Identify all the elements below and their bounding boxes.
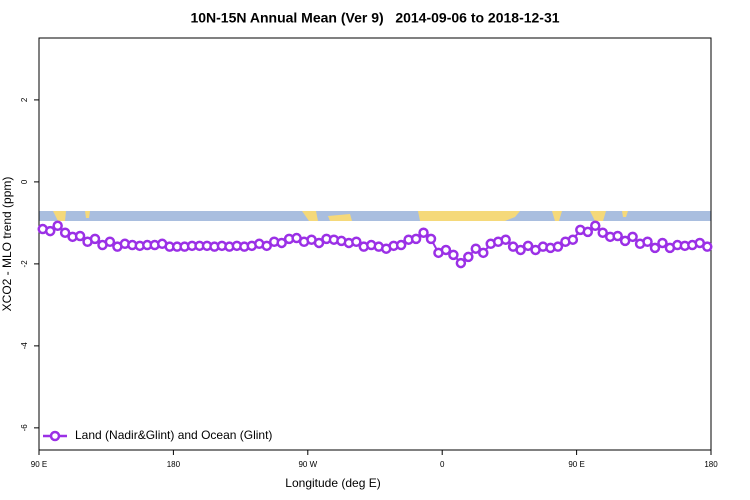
point	[627, 231, 638, 243]
y-tick-label: -6	[20, 424, 29, 432]
x-tick-label: 90 E	[31, 460, 47, 469]
x-tick-label: 0	[440, 460, 445, 469]
point	[395, 239, 407, 251]
point	[410, 233, 422, 245]
point	[619, 235, 631, 247]
x-axis-label: Longitude (deg E)	[285, 476, 380, 490]
y-tick-label: -4	[20, 342, 29, 350]
chart-title: 10N-15N Annual Mean (Ver 9) 2014-09-06 t…	[190, 10, 559, 26]
point	[52, 220, 63, 232]
legend-label: Land (Nadir&Glint) and Ocean (Glint)	[75, 428, 272, 442]
x-tick-label: 180	[704, 460, 718, 469]
point	[351, 236, 362, 247]
y-tick-label: 2	[20, 97, 29, 102]
point	[470, 243, 482, 254]
point	[612, 230, 623, 242]
point	[261, 240, 272, 252]
legend-marker	[49, 430, 61, 442]
y-tick-label: -2	[20, 260, 29, 268]
point	[478, 247, 489, 259]
point	[104, 236, 116, 247]
x-tick-label: 90 E	[568, 460, 584, 469]
point	[500, 234, 511, 245]
point	[649, 242, 661, 254]
point	[657, 237, 668, 249]
y-tick-label: 0	[20, 179, 29, 184]
point	[440, 244, 452, 256]
point	[425, 233, 437, 245]
point	[642, 236, 653, 247]
point	[313, 237, 325, 249]
point	[418, 227, 429, 238]
point	[597, 227, 608, 238]
point	[276, 237, 287, 249]
point	[567, 234, 579, 245]
point	[59, 227, 71, 238]
point	[455, 257, 467, 269]
point	[515, 244, 526, 256]
x-tick-label: 180	[167, 460, 181, 469]
point	[463, 251, 474, 263]
point	[89, 233, 101, 245]
x-tick-label: 90 W	[298, 460, 317, 469]
point	[582, 226, 594, 238]
point	[448, 249, 459, 261]
point	[552, 241, 564, 252]
y-axis-label: XCO2 - MLO trend (ppm)	[0, 177, 14, 312]
point	[522, 240, 534, 252]
land-mask	[39, 211, 711, 221]
point	[702, 241, 713, 252]
point	[74, 230, 86, 242]
point	[44, 225, 56, 237]
point	[590, 220, 601, 232]
